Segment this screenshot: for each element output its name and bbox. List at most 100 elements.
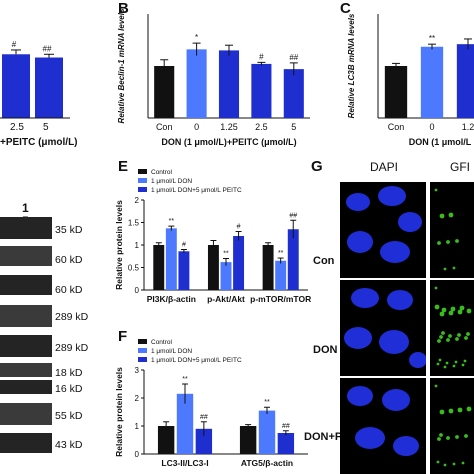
bar-1-2	[277, 433, 295, 454]
x-tick-label-2: 1.2	[462, 122, 474, 132]
gfp-punctum-3-9	[457, 407, 463, 413]
bar-0-0	[157, 426, 175, 454]
y-tick-label-2: 1	[135, 241, 140, 250]
legend-swatch-0	[138, 169, 147, 174]
legend-swatch-1	[138, 348, 147, 353]
panel-a-bar-2	[35, 57, 63, 118]
gfp-punctum-2-11	[464, 336, 468, 340]
panel-a-annotation-1: #	[12, 40, 17, 49]
gfp-punctum-2-2	[437, 339, 441, 343]
bar-0-2	[195, 428, 213, 454]
panel-a-chart: # ##	[0, 40, 70, 119]
annotation-0-2: #	[182, 242, 186, 249]
bar-1	[420, 46, 444, 119]
y-tick-label-4: 2	[135, 196, 140, 205]
gfp-punctum-2-9	[457, 309, 463, 315]
x-tick-label-0: PI3K/β-actin	[147, 294, 196, 304]
panel-label-e: E	[118, 158, 129, 175]
dapi-nucleus-1-4	[347, 231, 373, 253]
gfp-punctum-2-23	[466, 332, 470, 336]
blot-marker-3: 60 kD	[55, 284, 83, 296]
bar-4	[283, 69, 304, 118]
dapi-nucleus-2-5	[409, 352, 426, 368]
gfp-punctum-3-7	[452, 462, 456, 466]
row-label-don: DON	[313, 344, 338, 356]
bar-2-0	[262, 245, 274, 290]
blot-band-4	[0, 305, 52, 327]
dapi-nucleus-3-1	[347, 386, 373, 406]
bar-1-2	[233, 236, 245, 290]
dapi-nucleus-2-4	[379, 330, 409, 354]
x-tick-label-1: ATG5/β-actin	[241, 458, 293, 468]
bar-2-1	[275, 260, 287, 290]
gfp-punctum-2-12	[466, 308, 472, 314]
x-axis-label: DON (1 μmol/L)+PEITC (μmol/L)	[161, 137, 296, 147]
gfp-punctum-3-14	[439, 433, 443, 437]
blot-marker-6: 18 kD	[55, 367, 83, 379]
gfp-punctum-3-8	[455, 435, 459, 439]
x-tick-label-0: Con	[156, 122, 173, 132]
panel-a-xtick-1: 2.5	[10, 122, 24, 133]
annotation-3: #	[259, 52, 264, 61]
annotation-1-1: **	[223, 251, 229, 258]
y-tick-label-0: 0	[135, 450, 140, 459]
blot-band-8	[0, 403, 52, 425]
bar-0-0	[153, 245, 165, 290]
blot-marker-7: 16 kD	[55, 383, 83, 395]
gfp-punctum-3-2	[437, 437, 441, 441]
x-tick-label-0: LC3-II/LC3-I	[161, 458, 208, 468]
blot-header-top: 1	[22, 201, 29, 215]
gfp-image-2	[430, 280, 474, 376]
y-axis-label: Relative Beclin-1 mRNA levels	[117, 8, 126, 123]
gfp-image-1	[430, 182, 474, 278]
x-tick-label-2: 1.25	[220, 122, 238, 132]
legend-swatch-2	[138, 357, 147, 362]
annotation-1-2: ##	[282, 423, 290, 430]
legend-label-0: Control	[151, 169, 173, 176]
gfp-punctum-1-7	[452, 266, 456, 270]
chart-b: Con * 0 1.25 #2.5 ## 5 Relative Beclin-1 mRNA l…	[117, 8, 310, 147]
y-tick-label-1: 1	[135, 422, 140, 431]
gfp-punctum-2-5	[446, 338, 450, 342]
y-tick-label-2: 2	[135, 394, 140, 403]
y-axis-label: Relative protein levels	[114, 367, 124, 457]
x-tick-label-1: p-Akt/Akt	[207, 294, 245, 304]
annotation-0-1: **	[182, 376, 188, 383]
x-tick-label-1: 0	[194, 122, 199, 132]
x-tick-label-0: Con	[388, 122, 405, 132]
bar-0-1	[176, 393, 194, 454]
gfp-punctum-3-13	[436, 460, 440, 464]
legend-label-0: Control	[151, 339, 173, 346]
gfp-punctum-3-5	[446, 436, 450, 440]
panel-a-bar-1	[2, 54, 30, 118]
dapi-nucleus-2-2	[387, 290, 413, 310]
dapi-nucleus-1-2	[378, 186, 406, 206]
gfp-punctum-2-3	[439, 311, 445, 317]
dapi-column-title: DAPI	[370, 160, 399, 174]
microscopy-dapi-col	[340, 182, 426, 474]
x-tick-label-4: 5	[291, 122, 296, 132]
bar-1	[186, 49, 207, 118]
gfp-punctum-1-6	[448, 212, 454, 218]
gfp-punctum-2-1	[434, 286, 438, 290]
legend-label-1: 1 μmol/L DON	[151, 178, 192, 185]
blot-band-1	[0, 217, 52, 239]
blot-marker-4: 289 kD	[55, 311, 89, 323]
legend-swatch-2	[138, 187, 147, 192]
annotation-1: *	[195, 33, 198, 42]
blot-band-7	[0, 380, 52, 394]
annotation-1-1: **	[264, 399, 270, 406]
x-axis-label: DON (1 μmol/L	[409, 137, 472, 147]
microscopy-gfp-col	[430, 182, 474, 474]
blot-marker-9: 43 kD	[55, 439, 83, 451]
panel-label-f: F	[118, 328, 128, 345]
blot-band-5	[0, 335, 52, 357]
annotation-2-1: **	[278, 250, 284, 257]
dapi-nucleus-3-2	[382, 389, 410, 411]
bar-0	[384, 66, 408, 118]
gfp-punctum-3-11	[464, 434, 468, 438]
panel-label-c: C	[340, 0, 351, 17]
gfp-punctum-2-18	[450, 306, 456, 312]
gfp-punctum-2-8	[455, 337, 459, 341]
